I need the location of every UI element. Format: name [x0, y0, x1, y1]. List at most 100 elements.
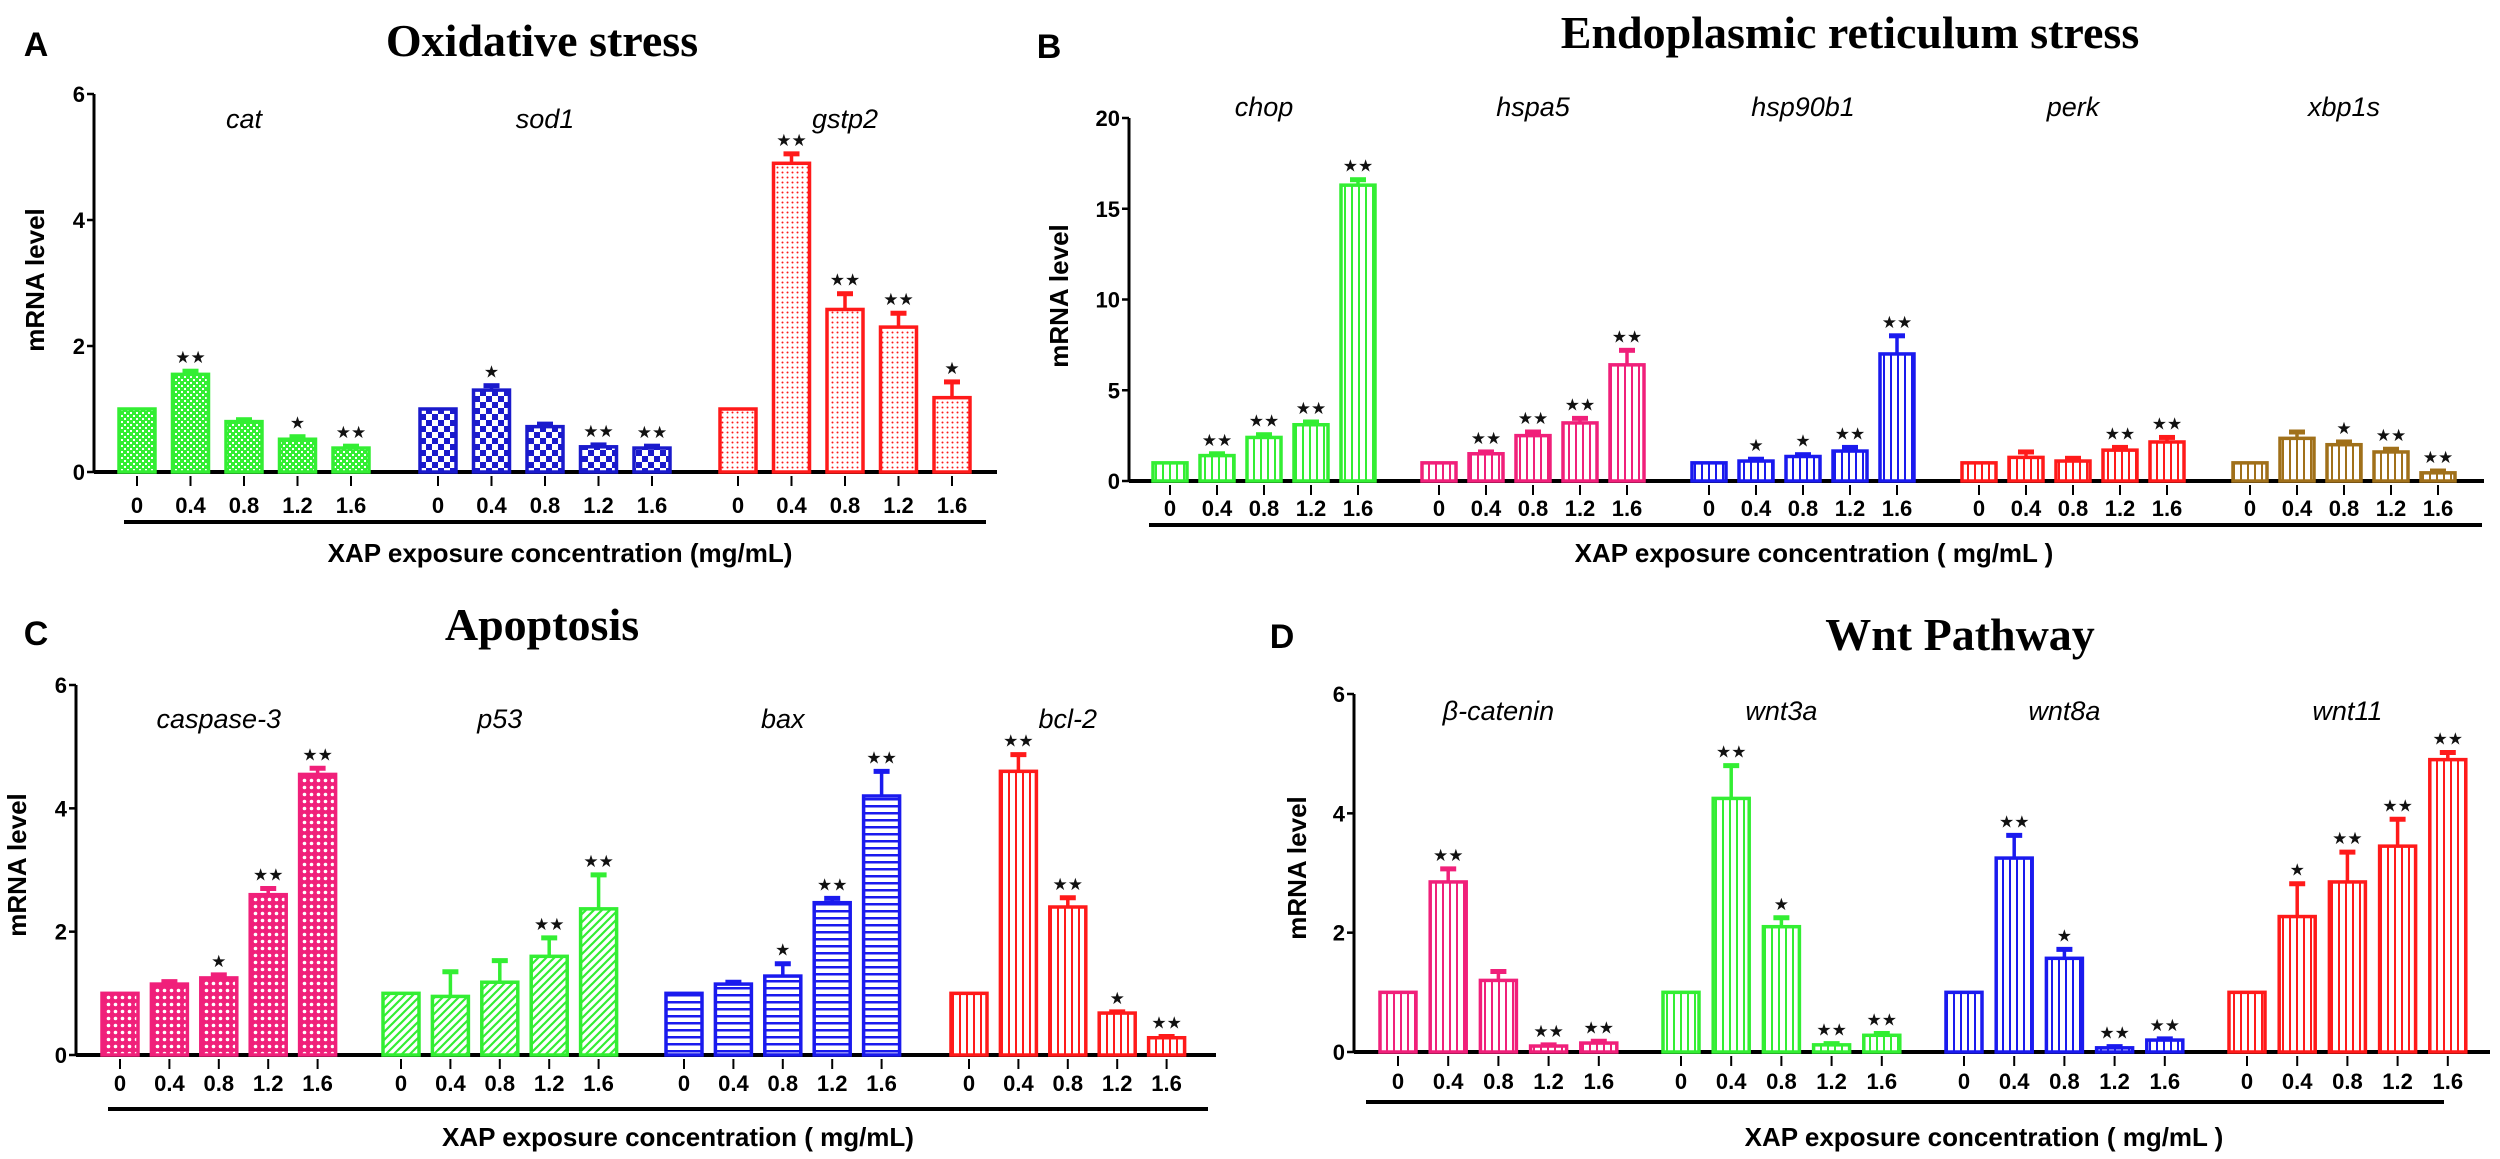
- x-tick-label: 0: [2241, 1069, 2253, 1094]
- x-tick-label: 0: [1164, 496, 1176, 521]
- gene-label: bax: [761, 704, 806, 734]
- panel-title: Endoplasmic reticulum stress: [1561, 7, 2139, 58]
- x-tick-label: 1.2: [1533, 1069, 1564, 1094]
- gene-label: perk: [2046, 92, 2101, 122]
- y-axis-label: mRNA level: [20, 208, 50, 352]
- y-tick-label: 6: [73, 82, 85, 107]
- x-tick-label: 0.4: [154, 1071, 185, 1096]
- bar: [1608, 363, 1646, 483]
- bar: [2227, 990, 2267, 1054]
- x-tick-label: 0.4: [1471, 496, 1502, 521]
- bar: [2372, 450, 2410, 483]
- bar: [1579, 1041, 1619, 1054]
- bar: [2094, 1046, 2135, 1054]
- significance-mark: ★★: [1882, 313, 1912, 333]
- gene-label: p53: [476, 704, 522, 734]
- x-tick-label: 0.4: [175, 493, 206, 518]
- bar: [2327, 880, 2368, 1054]
- x-tick-label: 0: [1675, 1069, 1687, 1094]
- significance-mark: ★: [775, 941, 790, 961]
- gene-label: sod1: [516, 104, 575, 134]
- significance-mark: ★★: [1433, 846, 1463, 866]
- significance-mark: ★★: [2105, 424, 2135, 444]
- x-tick-label: 0.4: [2282, 1069, 2313, 1094]
- y-axis-label: mRNA level: [1044, 224, 1074, 368]
- x-tick-label: 0: [1433, 496, 1445, 521]
- x-tick-label: 0.4: [1999, 1069, 2030, 1094]
- x-tick-label: 0: [678, 1071, 690, 1096]
- y-tick-label: 15: [1096, 197, 1120, 222]
- x-tick-label: 0: [114, 1071, 126, 1096]
- significance-mark: ★: [290, 414, 305, 434]
- bar: [1292, 422, 1330, 483]
- gene-label: cat: [226, 104, 264, 134]
- bar-group-2: wnt8a 0 ★★ 0.4 ★ 0.8 ★★ 1.2 ★★ 1.6: [1944, 696, 2185, 1094]
- bar: [529, 954, 569, 1057]
- y-tick-label: 2: [73, 334, 85, 359]
- x-tick-label: 0.4: [1433, 1069, 1464, 1094]
- bar: [2101, 448, 2139, 483]
- bar: [1661, 990, 1701, 1054]
- bar-group-0: caspase-3 0 0.4 ★ 0.8 ★★ 1.2 ★★ 1.6: [100, 704, 338, 1096]
- x-tick-label: 1.2: [1296, 496, 1327, 521]
- bar: [1960, 461, 1998, 483]
- x-tick-label: 0.8: [204, 1071, 235, 1096]
- significance-mark: ★★: [1816, 1021, 1846, 1041]
- bar: [381, 991, 421, 1057]
- bar: [331, 446, 371, 474]
- bar: [664, 991, 704, 1057]
- bar: [1146, 1035, 1187, 1057]
- bar-group-1: wnt3a 0 ★★ 0.4 ★ 0.8 ★★ 1.2 ★★ 1.6: [1661, 696, 1902, 1094]
- bar: [2044, 956, 2085, 1054]
- x-tick-label: 1.6: [336, 493, 367, 518]
- x-tick-label: 0: [963, 1071, 975, 1096]
- x-axis-label: XAP exposure concentration ( mg/mL ): [1745, 1122, 2224, 1152]
- x-tick-label: 1.2: [253, 1071, 284, 1096]
- x-tick-label: 1.6: [1584, 1069, 1615, 1094]
- significance-mark: ★: [2290, 861, 2305, 881]
- x-tick-label: 0.8: [1483, 1069, 1514, 1094]
- bar: [199, 976, 239, 1057]
- bar-group-2: bax 0 0.4 ★ 0.8 ★★ 1.2 ★★ 1.6: [664, 704, 902, 1096]
- x-tick-label: 0: [131, 493, 143, 518]
- panel-label: D: [1270, 618, 1295, 656]
- bar: [812, 900, 852, 1057]
- significance-mark: ★★: [1565, 395, 1595, 415]
- x-tick-label: 1.6: [1882, 496, 1913, 521]
- bar: [224, 419, 264, 474]
- x-tick-label: 0.4: [435, 1071, 466, 1096]
- bar: [1862, 1033, 1902, 1054]
- significance-mark: ★: [2057, 926, 2072, 946]
- bar-group-0: β-catenin 0 ★★ 0.4 0.8 ★★ 1.2 ★★ 1.6: [1378, 696, 1619, 1094]
- significance-mark: ★★: [534, 915, 564, 935]
- bar: [861, 794, 902, 1057]
- panel-label: C: [24, 615, 49, 653]
- panel-b: B Endoplasmic reticulum stress 0 5 10 15 20 mRN…: [1037, 7, 2484, 568]
- bar-group-3: perk 0 0.4 0.8 ★★ 1.2 ★★ 1.6: [1960, 92, 2186, 521]
- significance-mark: ★★: [883, 290, 913, 310]
- gene-label: β-catenin: [1442, 696, 1554, 726]
- bar: [632, 446, 672, 474]
- gene-label: wnt11: [2312, 696, 2382, 726]
- x-tick-label: 1.6: [2433, 1069, 2464, 1094]
- bar: [1245, 435, 1283, 483]
- x-tick-label: 0.4: [1202, 496, 1233, 521]
- x-tick-label: 0.8: [2332, 1069, 2363, 1094]
- significance-mark: ★★: [817, 875, 847, 895]
- x-tick-label: 1.6: [2150, 1069, 2181, 1094]
- x-axis-label: XAP exposure concentration ( mg/mL): [442, 1122, 914, 1152]
- significance-mark: ★★: [2152, 414, 2182, 434]
- significance-mark: ★★: [1151, 1014, 1181, 1034]
- y-tick-label: 6: [1333, 682, 1345, 707]
- gene-label: bcl-2: [1039, 704, 1098, 734]
- x-tick-label: 0.8: [2049, 1069, 2080, 1094]
- significance-mark: ★: [211, 952, 226, 972]
- x-tick-label: 1.2: [817, 1071, 848, 1096]
- bar: [2428, 757, 2468, 1054]
- bar: [1878, 352, 1916, 483]
- x-tick-label: 0.4: [1741, 496, 1772, 521]
- bar-group-1: p53 0 0.4 0.8 ★★ 1.2 ★★ 1.6: [381, 704, 619, 1096]
- significance-mark: ★★: [2099, 1024, 2129, 1044]
- x-tick-label: 1.6: [1343, 496, 1374, 521]
